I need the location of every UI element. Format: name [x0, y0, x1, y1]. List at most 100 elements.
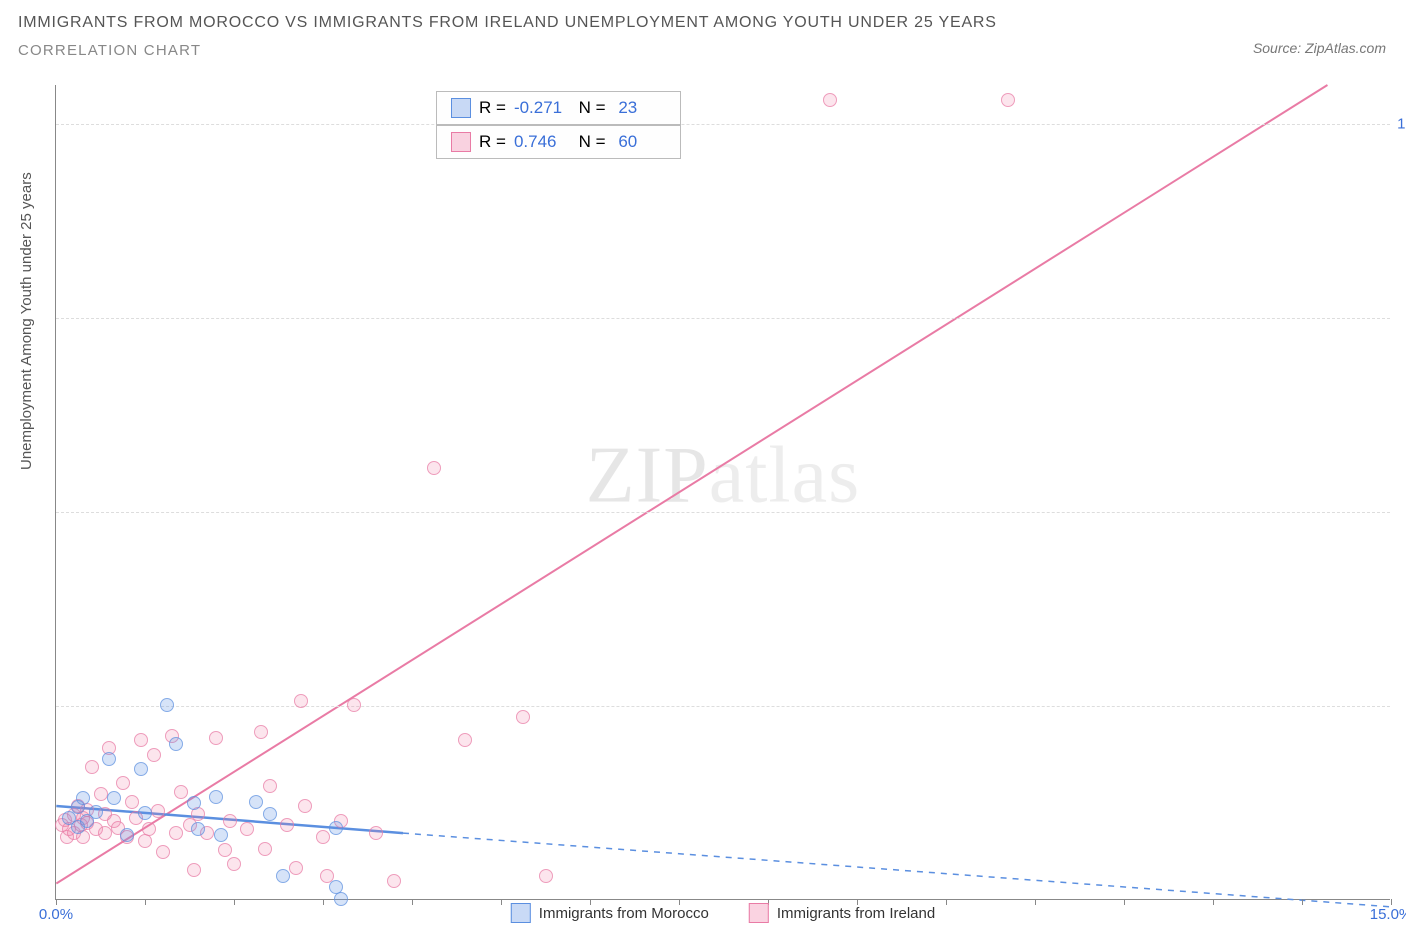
- gridline-h: [56, 124, 1390, 125]
- data-point: [254, 725, 268, 739]
- data-point: [516, 710, 530, 724]
- chart-title: IMMIGRANTS FROM MOROCCO VS IMMIGRANTS FR…: [18, 14, 1388, 32]
- data-point: [134, 762, 148, 776]
- data-point: [94, 787, 108, 801]
- x-tick-mark: [501, 899, 502, 905]
- data-point: [142, 822, 156, 836]
- data-point: [539, 869, 553, 883]
- data-point: [823, 93, 837, 107]
- data-point: [280, 818, 294, 832]
- watermark: ZIPatlas: [586, 430, 861, 521]
- data-point: [294, 694, 308, 708]
- x-tick-mark: [1302, 899, 1303, 905]
- data-point: [174, 785, 188, 799]
- data-point: [209, 731, 223, 745]
- legend-swatch: [511, 903, 531, 923]
- data-point: [347, 698, 361, 712]
- data-point: [240, 822, 254, 836]
- x-tick-label: 15.0%: [1370, 906, 1406, 923]
- data-point: [223, 814, 237, 828]
- data-point: [147, 748, 161, 762]
- data-point: [187, 863, 201, 877]
- gridline-h: [56, 318, 1390, 319]
- data-point: [187, 796, 201, 810]
- data-point: [125, 795, 139, 809]
- data-point: [209, 790, 223, 804]
- data-point: [134, 733, 148, 747]
- data-point: [102, 752, 116, 766]
- data-point: [458, 733, 472, 747]
- legend-item: Immigrants from Ireland: [749, 903, 935, 923]
- data-point: [316, 830, 330, 844]
- regression-lines: [56, 85, 1390, 899]
- gridline-h: [56, 512, 1390, 513]
- x-tick-mark: [946, 899, 947, 905]
- data-point: [214, 828, 228, 842]
- stat-r-label: R =: [479, 132, 506, 152]
- source-credit: Source: ZipAtlas.com: [1253, 40, 1386, 56]
- data-point: [169, 826, 183, 840]
- data-point: [116, 776, 130, 790]
- x-tick-mark: [1035, 899, 1036, 905]
- stat-n-label: N =: [574, 98, 606, 118]
- data-point: [120, 828, 134, 842]
- data-point: [369, 826, 383, 840]
- x-tick-mark: [1124, 899, 1125, 905]
- data-point: [298, 799, 312, 813]
- x-tick-mark: [1213, 899, 1214, 905]
- data-point: [427, 461, 441, 475]
- data-point: [263, 807, 277, 821]
- regression-line: [56, 85, 1327, 883]
- y-tick-label: 100.0%: [1397, 115, 1406, 132]
- data-point: [85, 760, 99, 774]
- watermark-b: atlas: [709, 431, 861, 519]
- chart-subtitle: CORRELATION CHART: [18, 42, 1388, 59]
- data-point: [156, 845, 170, 859]
- watermark-a: ZIP: [586, 431, 709, 519]
- legend-label: Immigrants from Morocco: [539, 905, 709, 922]
- y-axis-label: Unemployment Among Youth under 25 years: [18, 172, 35, 470]
- data-point: [169, 737, 183, 751]
- data-point: [218, 843, 232, 857]
- stat-n-value: 23: [614, 98, 666, 118]
- data-point: [289, 861, 303, 875]
- data-point: [151, 804, 165, 818]
- stat-n-label: N =: [574, 132, 606, 152]
- source-name: ZipAtlas.com: [1305, 40, 1386, 56]
- x-tick-mark: [56, 899, 57, 905]
- legend-swatch: [451, 132, 471, 152]
- data-point: [107, 791, 121, 805]
- legend-item: Immigrants from Morocco: [511, 903, 709, 923]
- x-tick-label: 0.0%: [39, 906, 73, 923]
- gridline-h: [56, 706, 1390, 707]
- data-point: [329, 821, 343, 835]
- scatter-plot: ZIPatlas 25.0%50.0%75.0%100.0%0.0%15.0%R…: [55, 85, 1390, 900]
- data-point: [138, 806, 152, 820]
- data-point: [334, 892, 348, 906]
- data-point: [191, 822, 205, 836]
- x-tick-mark: [323, 899, 324, 905]
- data-point: [263, 779, 277, 793]
- stats-box: R = -0.271 N = 23: [436, 91, 681, 125]
- x-tick-mark: [1391, 899, 1392, 905]
- source-label: Source:: [1253, 40, 1301, 56]
- data-point: [387, 874, 401, 888]
- x-tick-mark: [145, 899, 146, 905]
- legend-swatch: [749, 903, 769, 923]
- data-point: [89, 805, 103, 819]
- data-point: [276, 869, 290, 883]
- data-point: [160, 698, 174, 712]
- stat-r-value: 0.746: [514, 132, 566, 152]
- stat-r-label: R =: [479, 98, 506, 118]
- stat-r-value: -0.271: [514, 98, 566, 118]
- data-point: [76, 791, 90, 805]
- regression-line: [403, 833, 1390, 907]
- stat-n-value: 60: [614, 132, 666, 152]
- legend-swatch: [451, 98, 471, 118]
- data-point: [1001, 93, 1015, 107]
- data-point: [249, 795, 263, 809]
- x-tick-mark: [412, 899, 413, 905]
- data-point: [227, 857, 241, 871]
- stats-box: R = 0.746 N = 60: [436, 125, 681, 159]
- legend-label: Immigrants from Ireland: [777, 905, 935, 922]
